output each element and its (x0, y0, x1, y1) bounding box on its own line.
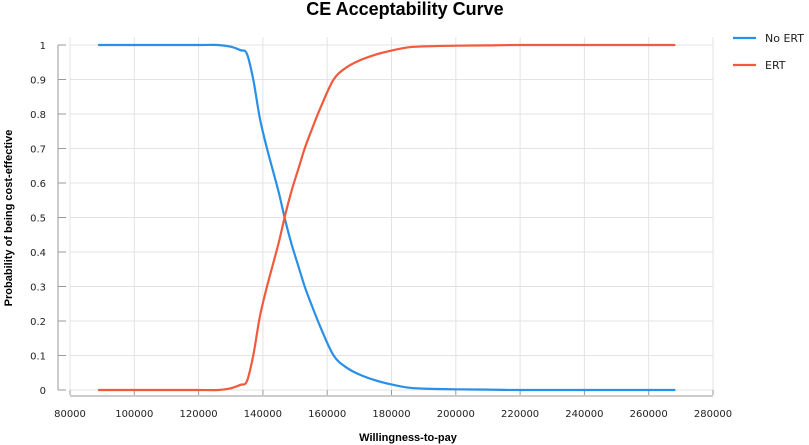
x-tick-label: 120000 (180, 409, 218, 420)
x-tick-label: 200000 (437, 409, 475, 420)
y-tick-label: 0.7 (30, 145, 46, 156)
legend: No ERT ERT (733, 32, 804, 72)
y-tick-label: 0.6 (30, 179, 46, 190)
x-tick-label: 240000 (565, 409, 603, 420)
legend-label-ert: ERT (765, 59, 786, 72)
axes: 80000 100000 120000 140000 160000 180000 20000… (30, 41, 732, 420)
x-tick-label: 80000 (54, 409, 86, 420)
y-tick-label: 0.5 (30, 214, 46, 225)
y-tick-label: 0.1 (30, 352, 46, 363)
x-tick-label: 140000 (244, 409, 282, 420)
series-lines (97, 43, 676, 392)
y-tick-label: 0.8 (30, 110, 46, 121)
y-tick-label: 0.4 (30, 248, 46, 259)
x-tick-label: 180000 (372, 409, 410, 420)
y-tick-label: 0.9 (30, 76, 46, 87)
chart-title: CE Acceptability Curve (306, 0, 503, 19)
x-tick-label: 100000 (115, 409, 153, 420)
y-tick-label: 0 (40, 386, 46, 397)
x-tick-label: 260000 (630, 409, 668, 420)
series-line-ert (97, 43, 676, 392)
x-axis-label: Willingness-to-pay (359, 432, 458, 444)
gridlines (69, 37, 714, 391)
y-tick-label: 0.3 (30, 283, 46, 294)
x-tick-label: 220000 (501, 409, 539, 420)
x-tick-label: 280000 (694, 409, 732, 420)
x-tick-label: 160000 (308, 409, 346, 420)
y-tick-label: 1 (40, 41, 46, 52)
series-line-no-ert (97, 43, 676, 392)
legend-label-no-ert: No ERT (765, 32, 804, 45)
y-axis-label: Probability of being cost-effective (3, 130, 15, 307)
y-tick-label: 0.2 (30, 317, 46, 328)
